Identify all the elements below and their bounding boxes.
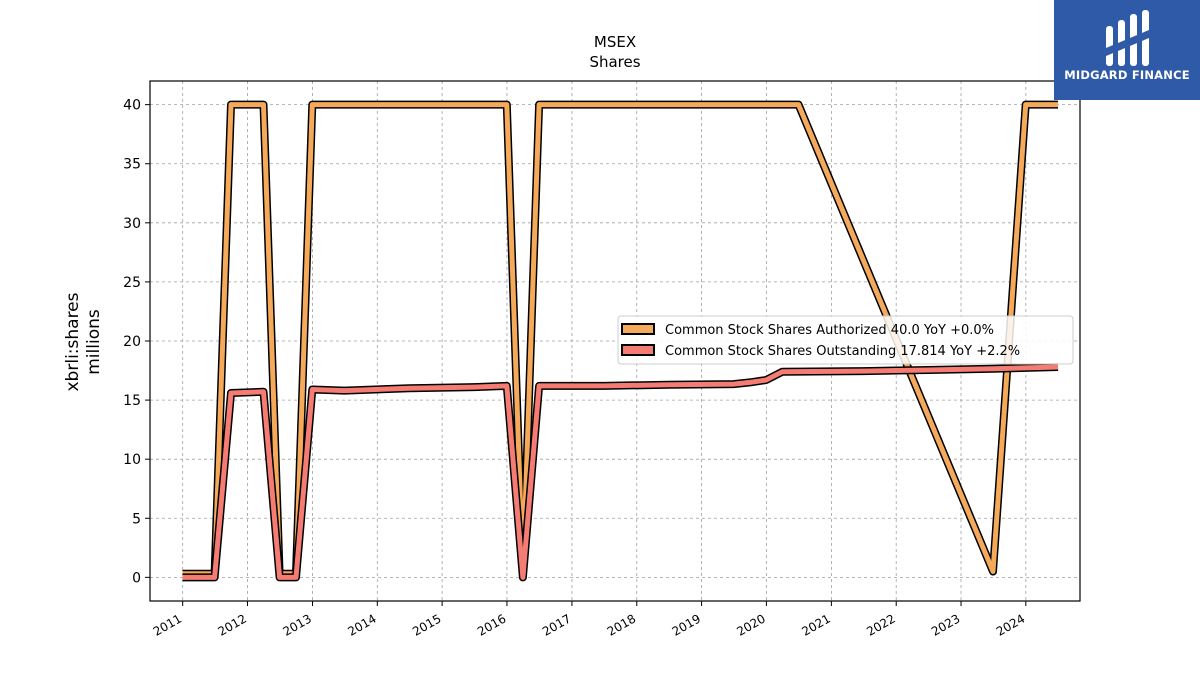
x-tick-label: 2017 — [540, 611, 573, 638]
y-tick-label: 30 — [123, 216, 141, 232]
x-tick-label: 2020 — [734, 611, 767, 638]
y-tick-label: 40 — [123, 98, 141, 114]
y-tick-label: 5 — [132, 511, 141, 527]
x-tick-label: 2013 — [281, 611, 314, 638]
y-axis-label: xbrli:shares — [63, 292, 83, 391]
chart-title: MSEX — [594, 33, 636, 51]
x-tick-label: 2011 — [151, 611, 184, 638]
y-axis-unit: millions — [84, 309, 104, 375]
x-tick-label: 2012 — [216, 611, 249, 638]
x-tick-label: 2021 — [799, 611, 832, 638]
x-tick-label: 2022 — [864, 611, 897, 638]
y-tick-label: 35 — [123, 157, 141, 173]
y-tick-label: 0 — [132, 570, 141, 586]
x-tick-label: 2023 — [929, 611, 962, 638]
x-tick-label: 2024 — [994, 611, 1027, 638]
legend-label: Common Stock Shares Outstanding 17.814 Y… — [665, 344, 1020, 359]
series-line — [182, 102, 1058, 577]
y-tick-label: 20 — [123, 334, 141, 350]
x-tick-label: 2014 — [345, 611, 378, 638]
legend-box — [617, 315, 1074, 365]
legend-swatch — [621, 323, 655, 335]
midgard-finance-logo: MIDGARD FINANCE — [1054, 0, 1200, 100]
chart-subtitle: Shares — [589, 53, 640, 71]
y-tick-label: 10 — [123, 452, 141, 468]
legend-swatch — [621, 344, 655, 356]
logo-name: MIDGARD FINANCE — [1064, 68, 1190, 82]
x-tick-label: 2018 — [605, 611, 638, 638]
logo-mark-icon — [1106, 10, 1149, 66]
series-line — [182, 364, 1059, 580]
x-tick-label: 2016 — [475, 611, 508, 638]
series-lines — [182, 100, 1059, 582]
x-tick-label: 2019 — [670, 611, 703, 638]
x-tick-label: 2015 — [410, 611, 443, 638]
y-tick-label: 15 — [123, 393, 141, 409]
y-tick-label: 25 — [123, 275, 141, 291]
legend: Common Stock Shares Authorized 40.0 YoY … — [617, 315, 1074, 365]
legend-label: Common Stock Shares Authorized 40.0 YoY … — [665, 323, 994, 338]
